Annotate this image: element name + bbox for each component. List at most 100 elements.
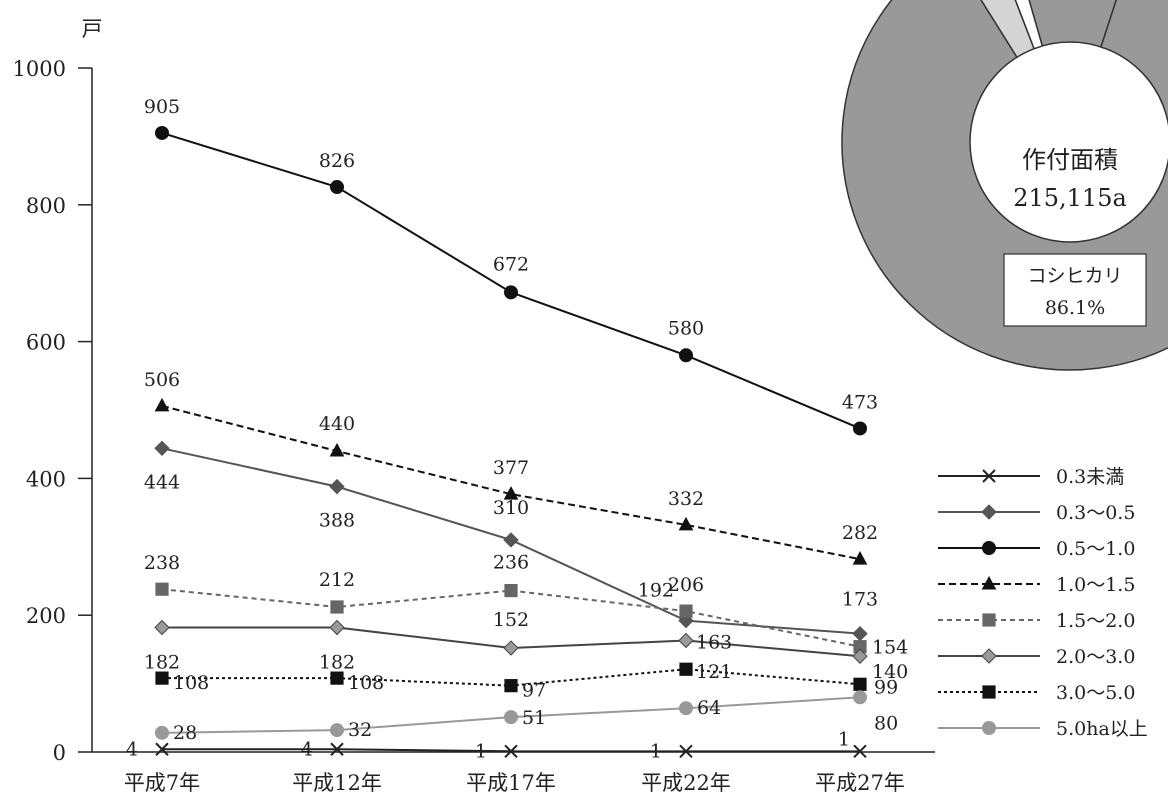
legend-marker — [981, 504, 997, 520]
data-point — [504, 679, 518, 693]
pie-center-title: 作付面積 — [1022, 146, 1118, 174]
data-label: 182 — [319, 652, 355, 674]
data-label: 163 — [696, 632, 732, 654]
data-label: 173 — [842, 589, 878, 611]
data-label: 140 — [872, 661, 908, 683]
data-point — [504, 583, 518, 598]
data-point — [504, 710, 518, 725]
data-label: 4 — [126, 738, 138, 760]
data-label: 506 — [144, 369, 180, 391]
legend-label: 2.0～3.0 — [1056, 646, 1135, 668]
series-6 — [154, 619, 868, 664]
data-label: 108 — [348, 672, 384, 694]
data-label: 282 — [842, 522, 878, 544]
data-point — [678, 516, 694, 531]
data-point — [679, 604, 693, 618]
y-tick-label: 400 — [26, 467, 66, 491]
y-tick-label: 0 — [53, 741, 66, 765]
y-tick-label: 800 — [26, 194, 66, 218]
data-point — [154, 440, 170, 457]
data-point — [852, 625, 868, 642]
data-point — [330, 180, 344, 195]
data-label: 440 — [319, 413, 355, 435]
x-tick-label: 平成17年 — [466, 771, 556, 795]
data-point — [329, 619, 345, 636]
data-point — [155, 671, 169, 685]
series-1 — [155, 742, 867, 759]
legend-label: 0.5～1.0 — [1056, 538, 1135, 560]
legend-label: 5.0ha以上 — [1056, 718, 1148, 740]
data-label: 236 — [493, 552, 529, 574]
data-point — [155, 725, 169, 740]
y-axis-unit: 戸 — [82, 17, 103, 41]
data-label: 826 — [319, 150, 355, 172]
series-4 — [154, 397, 868, 565]
data-label: 51 — [522, 707, 546, 729]
data-label: 206 — [668, 574, 704, 596]
pie-center-value: 215,115a — [1013, 184, 1127, 212]
data-point — [503, 532, 519, 548]
data-point — [155, 582, 169, 596]
series-8 — [155, 690, 867, 740]
data-point — [154, 619, 170, 636]
data-point — [329, 478, 345, 495]
data-point — [852, 551, 868, 565]
data-label: 97 — [522, 680, 546, 702]
data-label: 121 — [696, 661, 732, 683]
data-point — [330, 600, 344, 614]
series-2 — [154, 440, 868, 642]
data-point — [155, 125, 169, 140]
data-label: 332 — [668, 488, 704, 510]
data-label: 1 — [650, 740, 662, 762]
pie-slice-label-name: コシヒカリ — [1027, 265, 1122, 287]
x-tick-label: 平成27年 — [815, 771, 905, 795]
data-point — [154, 397, 170, 412]
data-point — [504, 285, 518, 300]
series-3 — [155, 125, 867, 436]
legend: 0.3未満 0.3～0.5 0.5～1.0 1.0～1.5 1.5～2.0 2.0～3.0… — [938, 466, 1148, 740]
series-7 — [155, 662, 867, 693]
data-point — [503, 640, 519, 656]
legend-marker — [981, 648, 997, 664]
x-tick-label: 平成7年 — [124, 771, 200, 795]
y-tick-label: 600 — [26, 331, 66, 355]
data-label: 4 — [301, 738, 313, 760]
data-point — [330, 723, 344, 738]
data-label: 28 — [173, 722, 197, 744]
series-5 — [155, 582, 867, 654]
data-point — [679, 662, 693, 676]
data-point — [330, 671, 344, 685]
data-point — [853, 744, 867, 759]
data-label: 99 — [874, 676, 898, 698]
data-label: 152 — [493, 609, 529, 631]
data-label: 377 — [493, 457, 529, 479]
data-label: 905 — [144, 96, 180, 118]
data-point — [678, 632, 694, 649]
x-tick-label: 平成22年 — [641, 771, 731, 795]
data-label: 473 — [842, 391, 878, 413]
data-point — [329, 442, 345, 457]
data-label: 212 — [319, 569, 355, 591]
legend-label: 0.3未満 — [1056, 466, 1124, 488]
y-tick-label: 200 — [26, 604, 66, 628]
series-line — [161, 132, 861, 430]
series-line — [161, 404, 861, 561]
data-point — [853, 677, 867, 691]
data-label: 80 — [874, 712, 898, 734]
inset-pie — [841, 0, 1168, 371]
data-point — [504, 744, 518, 759]
data-point — [853, 690, 867, 705]
data-point — [330, 742, 344, 756]
data-label: 310 — [493, 497, 529, 519]
data-point — [503, 486, 519, 500]
data-label: 672 — [493, 253, 529, 275]
legend-label: 3.0～5.0 — [1056, 682, 1135, 704]
legend-marker — [981, 575, 997, 590]
data-point — [852, 648, 868, 664]
legend-marker — [982, 613, 996, 627]
data-point — [679, 744, 693, 759]
series-line — [161, 588, 861, 648]
legend-marker — [982, 469, 996, 483]
data-label: 32 — [348, 719, 372, 741]
